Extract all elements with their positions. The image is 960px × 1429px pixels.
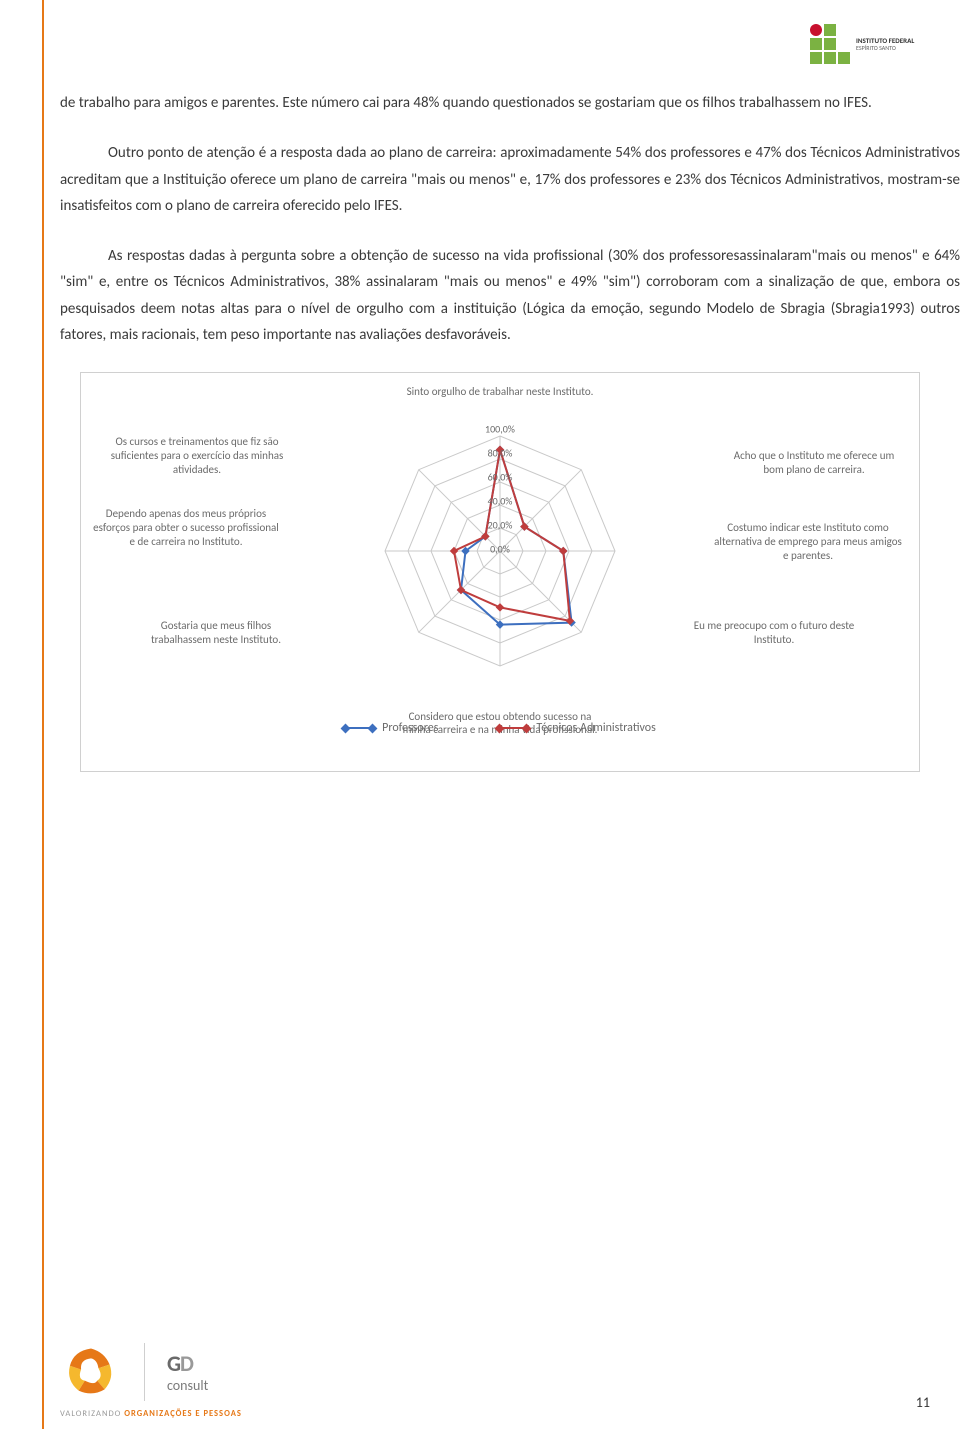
footer-divider xyxy=(144,1343,145,1401)
page-number: 11 xyxy=(916,1394,930,1411)
footer-tagline: VALORIZANDO ORGANIZAÇÕES E PESSOAS xyxy=(60,1409,242,1419)
paragraph-1: de trabalho para amigos e parentes. Este… xyxy=(60,90,960,116)
spiral-logo-icon xyxy=(60,1341,122,1403)
paragraph-3: As respostas dadas à pergunta sobre a ob… xyxy=(60,243,960,348)
ring-label-100: 100,0% xyxy=(485,423,515,436)
ring-label-80: 80,0% xyxy=(488,447,513,460)
page-left-rule xyxy=(42,0,44,1429)
axis-label-2: Costumo indicar este Instituto como alte… xyxy=(713,521,903,562)
axis-label-0: Sinto orgulho de trabalhar neste Institu… xyxy=(390,385,610,399)
radar-chart-container: Sinto orgulho de trabalhar neste Institu… xyxy=(80,372,920,772)
tagline-strong: ORGANIZAÇÕES E PESSOAS xyxy=(124,1409,242,1419)
axis-label-7: Os cursos e treinamentos que fiz são suf… xyxy=(97,435,297,476)
footer-logos: GD consult xyxy=(60,1341,208,1403)
axis-label-6: Dependo apenas dos meus próprios esforço… xyxy=(91,507,281,548)
legend-marker-blue xyxy=(344,727,374,729)
consult-text: consult xyxy=(167,1377,208,1394)
page-content: de trabalho para amigos e parentes. Este… xyxy=(60,90,960,772)
institute-sub: ESPÍRITO SANTO xyxy=(856,45,914,52)
paragraph-2: Outro ponto de atenção é a resposta dada… xyxy=(60,140,960,219)
ring-label-20: 20,0% xyxy=(488,519,513,532)
legend-marker-red xyxy=(498,727,528,729)
axis-label-1: Acho que o Instituto me oferece um bom p… xyxy=(729,449,899,477)
gd-consult-logo: GD consult xyxy=(167,1350,208,1394)
axis-label-3: Eu me preocupo com o futuro deste Instit… xyxy=(679,619,869,647)
ring-label-40: 40,0% xyxy=(488,495,513,508)
ring-label-60: 60,0% xyxy=(488,471,513,484)
logo-squares-icon xyxy=(810,24,850,64)
tagline-pre: VALORIZANDO xyxy=(60,1409,124,1419)
header-logo-ifes: INSTITUTO FEDERAL ESPÍRITO SANTO xyxy=(810,18,930,70)
logo-text: INSTITUTO FEDERAL ESPÍRITO SANTO xyxy=(856,37,914,51)
axis-label-5: Gostaria que meus filhos trabalhassem ne… xyxy=(131,619,301,647)
radar-chart: Sinto orgulho de trabalhar neste Institu… xyxy=(91,391,909,711)
ring-label-0: 0,0% xyxy=(490,543,510,556)
